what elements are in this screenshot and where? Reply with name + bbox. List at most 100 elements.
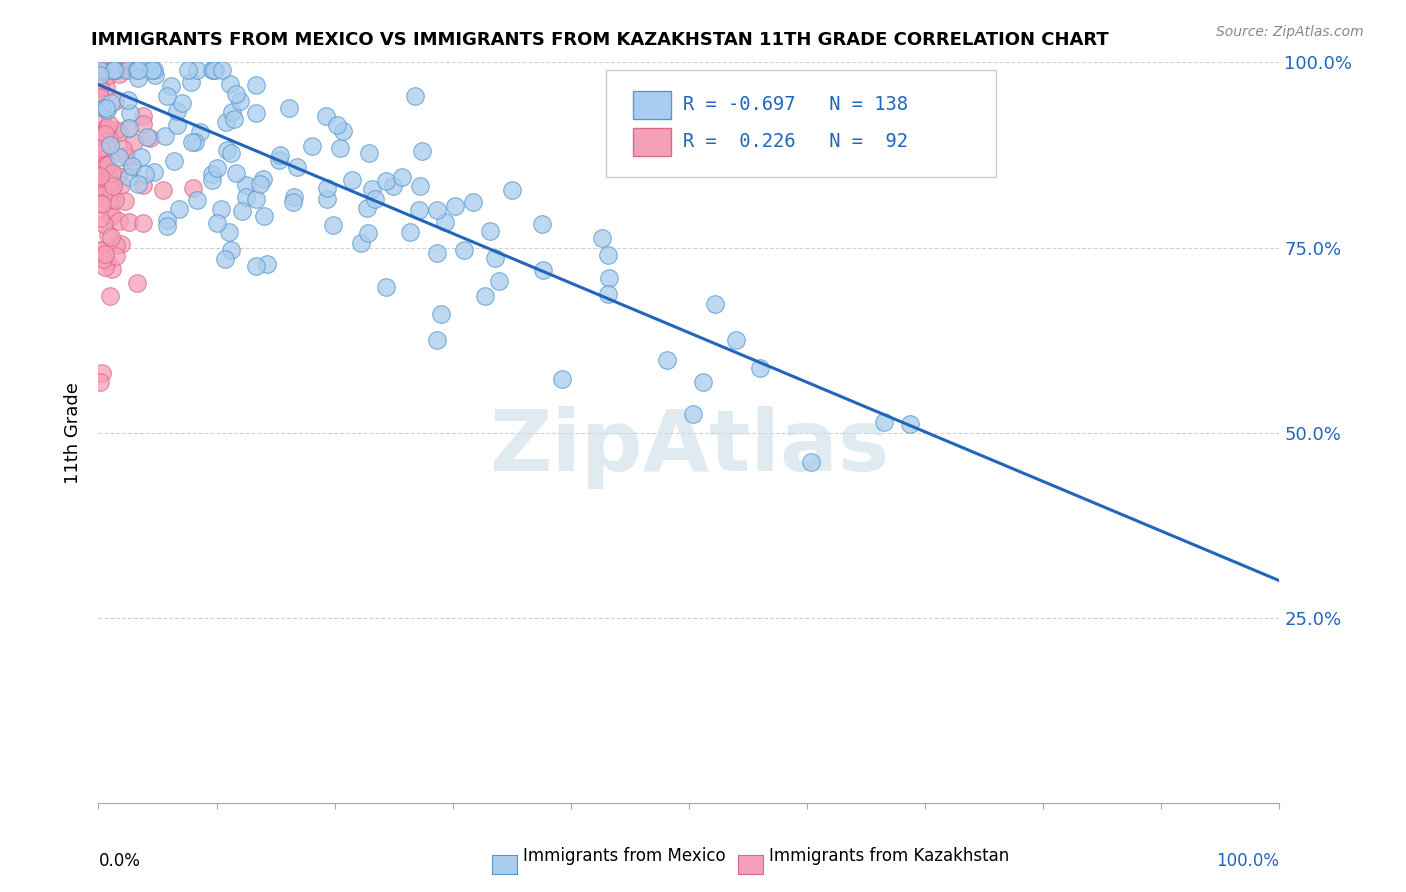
Point: [127, 70, 149, 85]
Point: [316, 193, 339, 207]
Text: R = -0.697   N = 138: R = -0.697 N = 138: [683, 95, 908, 114]
Point: [93, 191, 115, 205]
Point: [91, 186, 114, 201]
Point: [156, 88, 179, 103]
Point: [202, 62, 225, 77]
Point: [190, 125, 212, 139]
Text: IMMIGRANTS FROM MEXICO VS IMMIGRANTS FROM KAZAKHSTAN 11TH GRADE CORRELATION CHAR: IMMIGRANTS FROM MEXICO VS IMMIGRANTS FRO…: [91, 31, 1109, 49]
Point: [110, 178, 132, 193]
Point: [411, 145, 433, 159]
Point: [704, 297, 727, 311]
Point: [201, 173, 224, 187]
Text: 0.0%: 0.0%: [98, 852, 141, 870]
Point: [409, 179, 432, 194]
Point: [93, 127, 115, 141]
Point: [356, 201, 378, 215]
Point: [121, 160, 143, 174]
Point: [103, 62, 125, 77]
Point: [89, 93, 111, 107]
Text: Immigrants from Mexico: Immigrants from Mexico: [523, 847, 725, 865]
Point: [97, 171, 120, 186]
Point: [186, 62, 208, 77]
Point: [94, 247, 117, 261]
Point: [159, 78, 181, 93]
Point: [118, 169, 141, 184]
Point: [91, 188, 114, 202]
Point: [463, 194, 485, 209]
Point: [89, 68, 111, 82]
Point: [132, 178, 155, 192]
Point: [186, 193, 208, 207]
Point: [101, 166, 124, 180]
Point: [121, 159, 143, 173]
Point: [110, 237, 132, 252]
Point: [98, 177, 121, 191]
Point: [103, 62, 125, 77]
Point: [214, 252, 236, 267]
FancyBboxPatch shape: [634, 128, 671, 156]
Point: [360, 181, 382, 195]
Point: [145, 68, 167, 82]
Point: [364, 192, 387, 206]
Point: [105, 249, 128, 263]
Point: [96, 80, 118, 95]
Point: [229, 94, 252, 108]
Point: [215, 114, 238, 128]
Point: [108, 66, 131, 80]
Point: [94, 101, 117, 115]
Point: [426, 246, 449, 260]
Point: [103, 179, 125, 194]
Text: ZipAtlas: ZipAtlas: [489, 406, 889, 489]
Point: [105, 123, 128, 137]
Point: [89, 195, 111, 210]
Point: [167, 202, 190, 217]
Point: [98, 117, 121, 131]
Point: [89, 128, 111, 142]
Point: [93, 153, 115, 167]
Point: [215, 143, 238, 157]
Point: [143, 165, 166, 179]
Point: [166, 119, 188, 133]
Point: [89, 244, 111, 258]
Point: [112, 62, 135, 77]
Point: [94, 62, 117, 77]
Point: [101, 193, 124, 207]
Point: [682, 407, 704, 421]
Point: [301, 139, 323, 153]
Point: [117, 121, 139, 136]
Point: [97, 131, 120, 145]
Point: [315, 109, 337, 123]
Point: [138, 62, 160, 77]
Point: [89, 244, 111, 258]
Point: [478, 224, 501, 238]
Point: [692, 376, 714, 390]
Point: [98, 177, 121, 191]
Point: [598, 270, 620, 285]
Y-axis label: 11th Grade: 11th Grade: [63, 382, 82, 483]
Point: [163, 153, 186, 168]
Point: [235, 178, 257, 193]
Point: [357, 226, 380, 240]
Point: [204, 62, 226, 77]
Point: [94, 178, 117, 193]
Point: [89, 62, 111, 77]
Point: [100, 182, 122, 196]
Point: [269, 148, 291, 162]
Point: [94, 158, 117, 172]
Point: [108, 125, 131, 139]
Point: [108, 214, 131, 228]
Point: [184, 135, 207, 149]
Point: [340, 172, 363, 186]
Point: [205, 161, 228, 176]
Point: [114, 194, 136, 208]
Point: [96, 103, 118, 117]
Point: [219, 146, 242, 161]
Text: Immigrants from Kazakhstan: Immigrants from Kazakhstan: [769, 847, 1010, 865]
Point: [90, 128, 112, 143]
Point: [281, 194, 304, 209]
Point: [180, 75, 202, 89]
Point: [657, 353, 679, 368]
Point: [122, 136, 145, 150]
Text: Source: ZipAtlas.com: Source: ZipAtlas.com: [1216, 25, 1364, 39]
Point: [132, 216, 155, 230]
